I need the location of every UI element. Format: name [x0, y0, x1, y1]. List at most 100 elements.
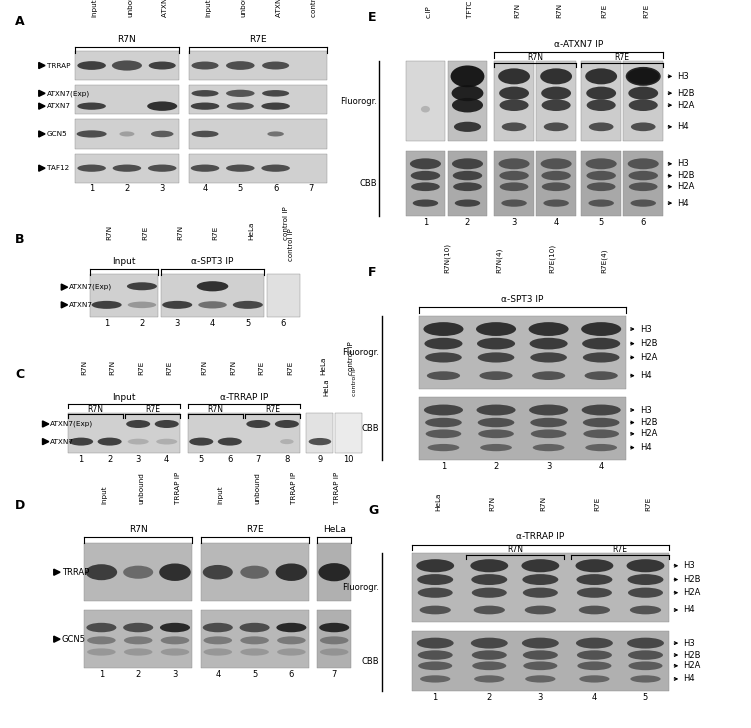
- Ellipse shape: [240, 636, 269, 644]
- Ellipse shape: [585, 444, 617, 451]
- Text: 4: 4: [203, 184, 207, 193]
- Text: C: C: [15, 368, 24, 381]
- Bar: [412, 553, 669, 622]
- Ellipse shape: [587, 100, 616, 111]
- Ellipse shape: [628, 158, 659, 169]
- Text: Input: Input: [112, 393, 136, 402]
- Ellipse shape: [523, 574, 558, 585]
- Text: R7N: R7N: [129, 525, 147, 534]
- Text: control IP: control IP: [348, 341, 354, 375]
- Text: 1: 1: [79, 455, 83, 464]
- Ellipse shape: [197, 281, 228, 291]
- Text: 5: 5: [199, 455, 204, 464]
- Ellipse shape: [275, 420, 299, 428]
- Text: H3: H3: [640, 325, 652, 333]
- Ellipse shape: [630, 606, 661, 614]
- Ellipse shape: [151, 130, 173, 137]
- Text: TRRAP IP: TRRAP IP: [175, 472, 181, 504]
- Ellipse shape: [499, 182, 529, 191]
- Ellipse shape: [452, 158, 483, 169]
- Text: H2B: H2B: [683, 651, 701, 660]
- Ellipse shape: [587, 87, 616, 100]
- Text: α-TRRAP IP: α-TRRAP IP: [220, 393, 268, 402]
- Text: ATXN7 IP: ATXN7 IP: [162, 0, 168, 17]
- Ellipse shape: [147, 101, 177, 111]
- Ellipse shape: [87, 636, 116, 644]
- Text: R7E: R7E: [615, 53, 629, 62]
- Ellipse shape: [582, 338, 620, 349]
- Bar: [189, 85, 327, 114]
- Ellipse shape: [544, 122, 569, 131]
- Ellipse shape: [582, 405, 620, 416]
- Text: H3: H3: [640, 405, 652, 414]
- Ellipse shape: [148, 165, 176, 172]
- Text: R7E: R7E: [167, 360, 173, 375]
- Ellipse shape: [522, 638, 559, 649]
- Ellipse shape: [578, 662, 611, 670]
- Ellipse shape: [627, 638, 664, 649]
- Ellipse shape: [226, 165, 255, 172]
- Text: R7E: R7E: [287, 360, 293, 375]
- Text: R7E: R7E: [213, 226, 219, 240]
- Text: α-SPT3 IP: α-SPT3 IP: [501, 295, 544, 304]
- Text: unbound: unbound: [127, 0, 133, 17]
- Ellipse shape: [583, 352, 620, 363]
- Ellipse shape: [631, 122, 656, 131]
- Text: R7N(10): R7N(10): [443, 243, 450, 273]
- Bar: [84, 610, 192, 668]
- Text: H2A: H2A: [640, 430, 657, 438]
- Ellipse shape: [471, 638, 508, 649]
- Ellipse shape: [420, 676, 451, 683]
- Text: HeLa: HeLa: [323, 525, 345, 534]
- Bar: [419, 316, 626, 389]
- Ellipse shape: [626, 67, 661, 86]
- Ellipse shape: [480, 444, 512, 451]
- Ellipse shape: [453, 182, 482, 191]
- Text: Fluorogr.: Fluorogr.: [342, 583, 379, 593]
- Polygon shape: [43, 438, 49, 445]
- Text: ATXN7: ATXN7: [47, 103, 71, 109]
- Text: R7E: R7E: [643, 4, 649, 18]
- Ellipse shape: [585, 68, 617, 84]
- Ellipse shape: [472, 650, 507, 660]
- Ellipse shape: [261, 103, 290, 110]
- Ellipse shape: [498, 68, 530, 84]
- Ellipse shape: [261, 165, 290, 172]
- Ellipse shape: [478, 352, 514, 363]
- Bar: [189, 119, 327, 149]
- Ellipse shape: [204, 636, 232, 644]
- Ellipse shape: [472, 662, 506, 670]
- Ellipse shape: [521, 559, 559, 572]
- Ellipse shape: [262, 90, 289, 97]
- Bar: [75, 85, 179, 114]
- Ellipse shape: [318, 563, 350, 581]
- Ellipse shape: [191, 103, 219, 110]
- Text: H3: H3: [683, 638, 695, 648]
- Ellipse shape: [149, 62, 176, 70]
- Ellipse shape: [128, 301, 156, 308]
- Text: 1: 1: [104, 319, 109, 328]
- Text: α-SPT3 IP: α-SPT3 IP: [192, 257, 234, 266]
- Text: 8: 8: [284, 455, 290, 464]
- Text: H2A: H2A: [677, 182, 695, 191]
- Ellipse shape: [529, 338, 568, 349]
- Text: 3: 3: [135, 455, 141, 464]
- Ellipse shape: [410, 158, 441, 169]
- Ellipse shape: [472, 587, 507, 598]
- Polygon shape: [39, 63, 45, 68]
- Ellipse shape: [499, 171, 529, 181]
- Ellipse shape: [424, 322, 463, 336]
- Ellipse shape: [541, 158, 572, 169]
- Text: 3: 3: [174, 319, 180, 328]
- Ellipse shape: [77, 103, 106, 110]
- Polygon shape: [43, 421, 49, 427]
- Text: H2B: H2B: [640, 339, 657, 348]
- Ellipse shape: [540, 68, 572, 84]
- Text: ATXN7 IP: ATXN7 IP: [276, 0, 282, 17]
- Ellipse shape: [544, 199, 569, 207]
- Polygon shape: [54, 569, 60, 575]
- Text: 4: 4: [210, 319, 215, 328]
- Text: 5: 5: [246, 319, 250, 328]
- Text: R7N: R7N: [207, 405, 224, 414]
- Bar: [335, 413, 362, 453]
